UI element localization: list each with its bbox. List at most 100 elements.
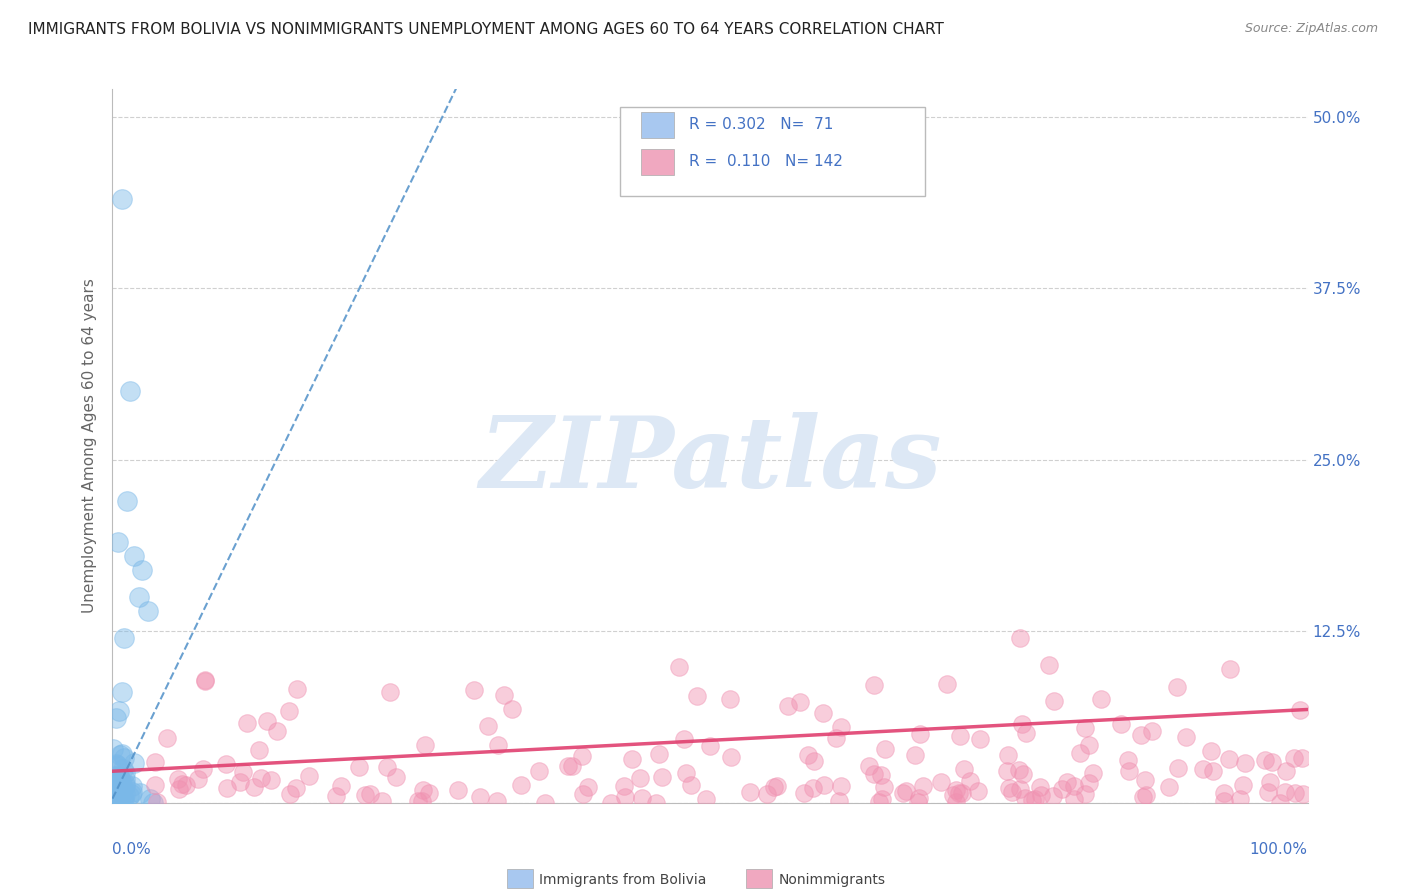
Point bbox=[107, 779, 129, 793]
Point bbox=[107, 780, 129, 795]
Point bbox=[298, 769, 321, 783]
Point bbox=[762, 780, 785, 795]
Point bbox=[107, 793, 129, 807]
Point bbox=[1042, 694, 1064, 708]
Point bbox=[1078, 776, 1101, 790]
Point bbox=[1282, 751, 1305, 765]
Point bbox=[894, 783, 917, 797]
Point bbox=[1008, 782, 1031, 797]
Point bbox=[108, 769, 131, 783]
Point bbox=[1258, 774, 1281, 789]
Point bbox=[967, 783, 990, 797]
Point bbox=[797, 748, 820, 763]
Point bbox=[166, 772, 188, 787]
Point bbox=[561, 759, 583, 773]
Point bbox=[1274, 785, 1296, 799]
Point bbox=[492, 688, 515, 702]
Point bbox=[929, 775, 952, 789]
Point bbox=[1024, 792, 1046, 806]
Point bbox=[997, 748, 1019, 763]
Text: R = 0.302   N=  71: R = 0.302 N= 71 bbox=[689, 117, 832, 132]
Point bbox=[143, 755, 166, 769]
Point bbox=[949, 730, 972, 744]
Point bbox=[105, 792, 128, 806]
Point bbox=[470, 789, 492, 804]
Point bbox=[1130, 728, 1153, 742]
Point bbox=[1157, 780, 1180, 794]
Point bbox=[1074, 721, 1097, 735]
Point bbox=[325, 789, 347, 803]
Point bbox=[103, 791, 125, 805]
Point bbox=[1135, 788, 1157, 802]
Point bbox=[813, 706, 835, 720]
Point bbox=[1212, 786, 1234, 800]
Point bbox=[672, 732, 695, 747]
Text: IMMIGRANTS FROM BOLIVIA VS NONIMMIGRANTS UNEMPLOYMENT AMONG AGES 60 TO 64 YEARS : IMMIGRANTS FROM BOLIVIA VS NONIMMIGRANTS… bbox=[28, 22, 943, 37]
Point bbox=[803, 754, 825, 768]
Point bbox=[118, 789, 141, 803]
Point bbox=[107, 779, 129, 793]
Point bbox=[1007, 763, 1029, 777]
Point bbox=[959, 774, 981, 789]
Point bbox=[699, 739, 721, 753]
Point bbox=[107, 779, 129, 793]
Point bbox=[115, 494, 138, 508]
Point bbox=[1078, 738, 1101, 752]
Point bbox=[138, 604, 160, 618]
Point bbox=[675, 765, 697, 780]
Point bbox=[1167, 761, 1189, 775]
Point bbox=[571, 748, 593, 763]
Point bbox=[870, 791, 893, 805]
Point bbox=[945, 782, 967, 797]
Point bbox=[1174, 730, 1197, 744]
Point bbox=[139, 792, 162, 806]
Point bbox=[875, 741, 897, 756]
Point bbox=[1063, 792, 1085, 806]
FancyBboxPatch shape bbox=[620, 107, 925, 196]
Point bbox=[110, 777, 132, 791]
Point bbox=[952, 762, 974, 776]
Point bbox=[371, 794, 394, 808]
Text: 0.0%: 0.0% bbox=[112, 842, 152, 857]
Point bbox=[1229, 791, 1251, 805]
Point bbox=[720, 750, 742, 764]
Point bbox=[1133, 772, 1156, 787]
Point bbox=[105, 785, 128, 799]
Point bbox=[359, 787, 381, 801]
Point bbox=[112, 762, 135, 776]
Point bbox=[354, 788, 377, 802]
Point bbox=[668, 659, 690, 673]
Point bbox=[789, 695, 811, 709]
Point bbox=[1014, 791, 1036, 805]
Point bbox=[418, 786, 440, 800]
Point bbox=[114, 772, 136, 786]
Point bbox=[1202, 764, 1225, 779]
Point bbox=[232, 764, 254, 779]
Point bbox=[1056, 774, 1078, 789]
Point bbox=[121, 785, 143, 799]
Point bbox=[1038, 658, 1060, 673]
Point bbox=[266, 723, 288, 738]
Point bbox=[412, 783, 434, 797]
Point bbox=[187, 772, 209, 786]
Point bbox=[114, 787, 136, 801]
Point bbox=[1029, 780, 1052, 794]
Point bbox=[215, 781, 238, 796]
Point bbox=[969, 731, 991, 746]
Point bbox=[891, 786, 914, 800]
Point bbox=[557, 759, 579, 773]
Point bbox=[1029, 788, 1052, 802]
Point bbox=[174, 778, 197, 792]
Point bbox=[776, 698, 799, 713]
Point bbox=[129, 786, 152, 800]
Point bbox=[111, 780, 134, 795]
Point bbox=[104, 789, 127, 804]
Point bbox=[793, 786, 815, 800]
Point bbox=[104, 790, 127, 805]
Point bbox=[645, 796, 668, 810]
Point bbox=[104, 775, 127, 789]
Point bbox=[1291, 751, 1313, 765]
Point bbox=[908, 727, 931, 741]
Point bbox=[107, 793, 129, 807]
Point bbox=[858, 759, 880, 773]
